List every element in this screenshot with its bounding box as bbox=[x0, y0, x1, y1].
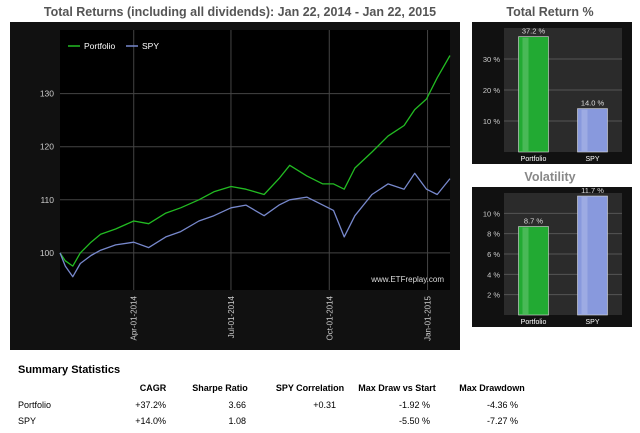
volatility-y-tick-label-2: 2 % bbox=[487, 291, 500, 300]
portfolio-sharpe: 3.66 bbox=[228, 400, 246, 410]
volatility-category-label-0: Portfolio bbox=[521, 319, 547, 326]
volatility-bar-portfolio bbox=[518, 226, 549, 316]
header-sharpe: Sharpe Ratio bbox=[192, 383, 248, 393]
portfolio-max-drawdown: -4.36 % bbox=[486, 400, 518, 410]
portfolio-correlation: +0.31 bbox=[313, 400, 336, 410]
main-plot-area bbox=[60, 30, 450, 290]
legend-label-spy: SPY bbox=[142, 41, 159, 51]
watermark: www.ETFreplay.com bbox=[370, 275, 444, 284]
volatility-bar-spy bbox=[577, 195, 608, 316]
x-tick-label-2: Oct-01-2014 bbox=[325, 295, 334, 340]
spy-cagr: +14.0% bbox=[135, 416, 166, 426]
spy-max-drawdown: -7.27 % bbox=[486, 416, 518, 426]
series-line-spy bbox=[59, 172, 451, 278]
y-tick-label-130: 130 bbox=[40, 89, 54, 99]
summary-title: Summary Statistics bbox=[18, 364, 121, 376]
volatility-value-label-0: 8.7 % bbox=[524, 217, 544, 226]
x-tick-label-1: Jul-01-2014 bbox=[227, 295, 236, 338]
y-tick-label-120: 120 bbox=[40, 142, 54, 152]
volatility-y-tick-label-8: 8 % bbox=[487, 230, 500, 239]
volatility-y-tick-label-4: 4 % bbox=[487, 270, 500, 279]
return-bar-spy bbox=[577, 108, 608, 153]
return-category-label-0: Portfolio bbox=[521, 156, 547, 163]
volatility-value-label-1: 11.7 % bbox=[581, 187, 604, 195]
legend-label-portfolio: Portfolio bbox=[84, 41, 115, 51]
header-max-draw-vs-start: Max Draw vs Start bbox=[358, 383, 436, 393]
volatility-bar-chart: 2 % 4 % 6 % 8 % 10 % 8.7 % Portfolio 11.7 % SPY bbox=[472, 187, 632, 327]
total-return-bar-chart: 10 % 20 % 30 % 37.2 % Portfolio 14.0 % SPY bbox=[472, 22, 632, 164]
series-line-portfolio bbox=[59, 55, 451, 267]
volatility-title: Volatility bbox=[524, 170, 576, 184]
row-name-spy: SPY bbox=[18, 416, 37, 426]
x-tick-label-0: Apr-01-2014 bbox=[130, 295, 139, 340]
volatility-bar-highlight-1 bbox=[581, 197, 588, 314]
row-name-portfolio: Portfolio bbox=[18, 400, 52, 410]
return-y-tick-label-10: 10 % bbox=[483, 117, 500, 126]
spy-max-draw-vs-start: -5.50 % bbox=[398, 416, 430, 426]
volatility-y-tick-label-10: 10 % bbox=[483, 209, 500, 218]
return-y-tick-label-20: 20 % bbox=[483, 86, 500, 95]
main-chart-title: Total Returns (including all dividends):… bbox=[43, 5, 437, 19]
return-category-label-1: SPY bbox=[585, 156, 599, 163]
main-line-chart: 100 110 120 130 Apr-01-2014 Jul-01-2014 Oct-01… bbox=[10, 22, 460, 350]
return-y-tick-label-30: 30 % bbox=[483, 55, 500, 64]
return-value-label-1: 14.0 % bbox=[581, 99, 605, 108]
volatility-y-tick-label-6: 6 % bbox=[487, 250, 500, 259]
header-max-drawdown: Max Drawdown bbox=[459, 383, 525, 393]
volatility-category-label-1: SPY bbox=[585, 319, 599, 326]
y-tick-label-110: 110 bbox=[40, 195, 54, 205]
y-tick-label-100: 100 bbox=[40, 248, 54, 258]
volatility-bar-highlight-0 bbox=[522, 227, 529, 314]
header-cagr: CAGR bbox=[139, 383, 167, 393]
x-tick-label-3: Jan-01-2015 bbox=[424, 295, 433, 340]
total-return-title: Total Return % bbox=[506, 5, 594, 19]
spy-sharpe: 1.08 bbox=[228, 416, 246, 426]
return-value-label-0: 37.2 % bbox=[522, 27, 546, 36]
return-bar-highlight-1 bbox=[581, 109, 588, 151]
portfolio-cagr: +37.2% bbox=[135, 400, 166, 410]
return-bar-portfolio bbox=[518, 36, 549, 153]
header-correlation: SPY Correlation bbox=[275, 383, 345, 393]
portfolio-max-draw-vs-start: -1.92 % bbox=[398, 400, 430, 410]
return-bar-highlight-0 bbox=[522, 37, 529, 151]
